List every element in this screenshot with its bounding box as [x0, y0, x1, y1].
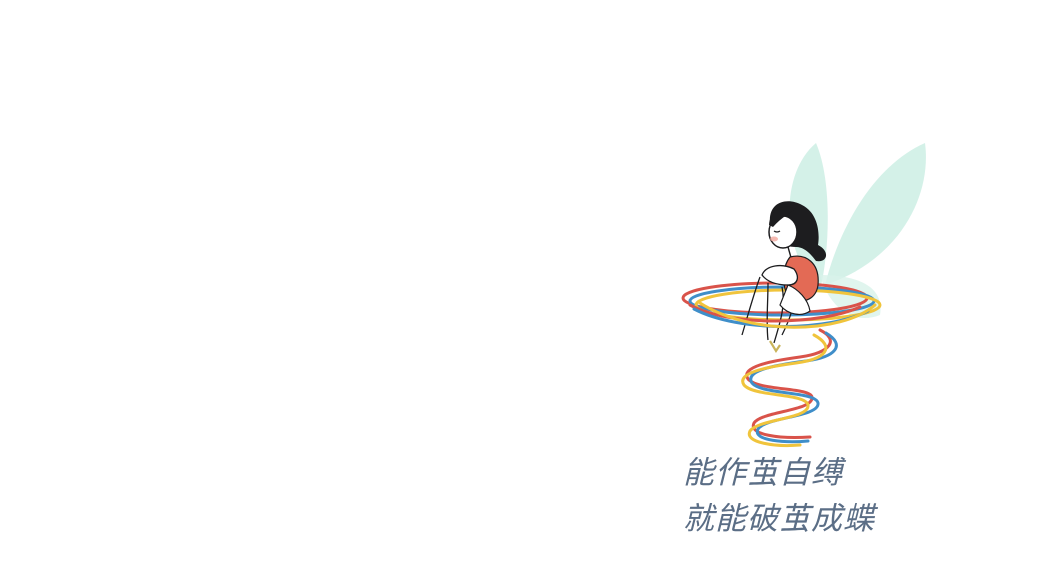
legs — [741, 276, 795, 344]
eye — [773, 230, 781, 233]
girl — [741, 201, 827, 354]
right-wing — [825, 143, 926, 285]
ribbon-spiral-front — [688, 301, 877, 447]
thigh — [779, 284, 811, 315]
caption-line-1: 能作茧自缚 — [683, 455, 843, 491]
hair-bangs — [769, 206, 796, 227]
fairy-illustration — [681, 143, 926, 447]
caption-line-2: 就能破茧成蝶 — [683, 501, 875, 537]
caption: 能作茧自缚 就能破茧成蝶 — [683, 450, 983, 542]
feet — [769, 340, 781, 354]
arm — [761, 264, 799, 286]
blush — [770, 236, 778, 242]
